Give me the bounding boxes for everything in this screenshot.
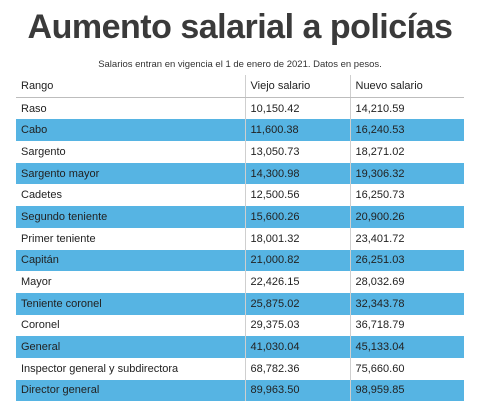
rango-cell: Cabo	[16, 119, 246, 142]
viejo-salario-cell: 13,050.73	[245, 141, 351, 163]
rango-cell: Sargento	[16, 141, 246, 163]
rango-cell: Sargento mayor	[16, 162, 246, 185]
nuevo-salario-cell: 20,900.26	[350, 206, 464, 228]
table-row: Segundo teniente 15,600.26 20,900.26	[16, 206, 464, 228]
table-row: Mayor 22,426.15 28,032.69	[16, 271, 464, 293]
column-header-rango: Rango	[16, 75, 246, 98]
rango-cell: Director general	[16, 379, 246, 402]
nuevo-salario-cell: 28,032.69	[350, 271, 464, 293]
nuevo-salario-cell: 45,133.04	[350, 336, 464, 358]
rango-cell: Mayor	[16, 271, 246, 293]
viejo-salario-cell: 25,875.02	[245, 292, 351, 315]
page-subtitle: Salarios entran en vigencia el 1 de ener…	[98, 59, 382, 70]
column-header-nuevo-salario: Nuevo salario	[350, 75, 464, 98]
table-row: General 41,030.04 45,133.04	[16, 336, 464, 358]
viejo-salario-cell: 12,500.56	[245, 184, 351, 207]
viejo-salario-cell: 18,001.32	[245, 227, 351, 250]
viejo-salario-cell: 15,600.26	[245, 206, 351, 228]
column-header-viejo-salario: Viejo salario	[245, 75, 351, 98]
nuevo-salario-cell: 16,240.53	[350, 119, 464, 142]
table-row: Cadetes 12,500.56 16,250.73	[16, 184, 464, 207]
nuevo-salario-cell: 26,251.03	[350, 249, 464, 272]
table-row: Director general 89,963.50 98,959.85	[16, 379, 464, 402]
table-row: Raso 10,150.42 14,210.59	[16, 97, 464, 120]
page-title: Aumento salarial a policías	[27, 8, 453, 46]
rango-cell: Teniente coronel	[16, 292, 246, 315]
rango-cell: Raso	[16, 97, 246, 120]
rango-cell: Coronel	[16, 314, 246, 337]
table-row: Inspector general y subdirectora 68,782.3…	[16, 357, 464, 380]
rango-cell: General	[16, 336, 246, 358]
nuevo-salario-cell: 36,718.79	[350, 314, 464, 337]
rango-cell: Segundo teniente	[16, 206, 246, 228]
nuevo-salario-cell: 98,959.85	[350, 379, 464, 402]
table-row: Sargento mayor 14,300.98 19,306.32	[16, 162, 464, 185]
viejo-salario-cell: 29,375.03	[245, 314, 351, 337]
viejo-salario-cell: 11,600.38	[245, 119, 351, 142]
nuevo-salario-cell: 23,401.72	[350, 227, 464, 250]
table-row: Primer teniente 18,001.32 23,401.72	[16, 227, 464, 250]
table-body: Raso 10,150.42 14,210.59 Cabo 11,600.38 16,24…	[16, 97, 464, 402]
rango-cell: Primer teniente	[16, 227, 246, 250]
table-row: Coronel 29,375.03 36,718.79	[16, 314, 464, 337]
nuevo-salario-cell: 16,250.73	[350, 184, 464, 207]
viejo-salario-cell: 14,300.98	[245, 162, 351, 185]
viejo-salario-cell: 68,782.36	[245, 357, 351, 380]
salary-table: Rango Viejo salario Nuevo salario Raso 10…	[16, 75, 464, 402]
viejo-salario-cell: 41,030.04	[245, 336, 351, 358]
table-row: Cabo 11,600.38 16,240.53	[16, 119, 464, 142]
viejo-salario-cell: 10,150.42	[245, 97, 351, 120]
table-row: Capitán 21,000.82 26,251.03	[16, 249, 464, 272]
viejo-salario-cell: 21,000.82	[245, 249, 351, 272]
nuevo-salario-cell: 19,306.32	[350, 162, 464, 185]
rango-cell: Cadetes	[16, 184, 246, 207]
rango-cell: Capitán	[16, 249, 246, 272]
table-row: Teniente coronel 25,875.02 32,343.78	[16, 292, 464, 315]
nuevo-salario-cell: 18,271.02	[350, 141, 464, 163]
nuevo-salario-cell: 14,210.59	[350, 97, 464, 120]
nuevo-salario-cell: 32,343.78	[350, 292, 464, 315]
nuevo-salario-cell: 75,660.60	[350, 357, 464, 380]
table-row: Sargento 13,050.73 18,271.02	[16, 141, 464, 163]
table-header-row: Rango Viejo salario Nuevo salario	[16, 75, 464, 98]
rango-cell: Inspector general y subdirectora	[16, 357, 246, 380]
viejo-salario-cell: 89,963.50	[245, 379, 351, 402]
viejo-salario-cell: 22,426.15	[245, 271, 351, 293]
